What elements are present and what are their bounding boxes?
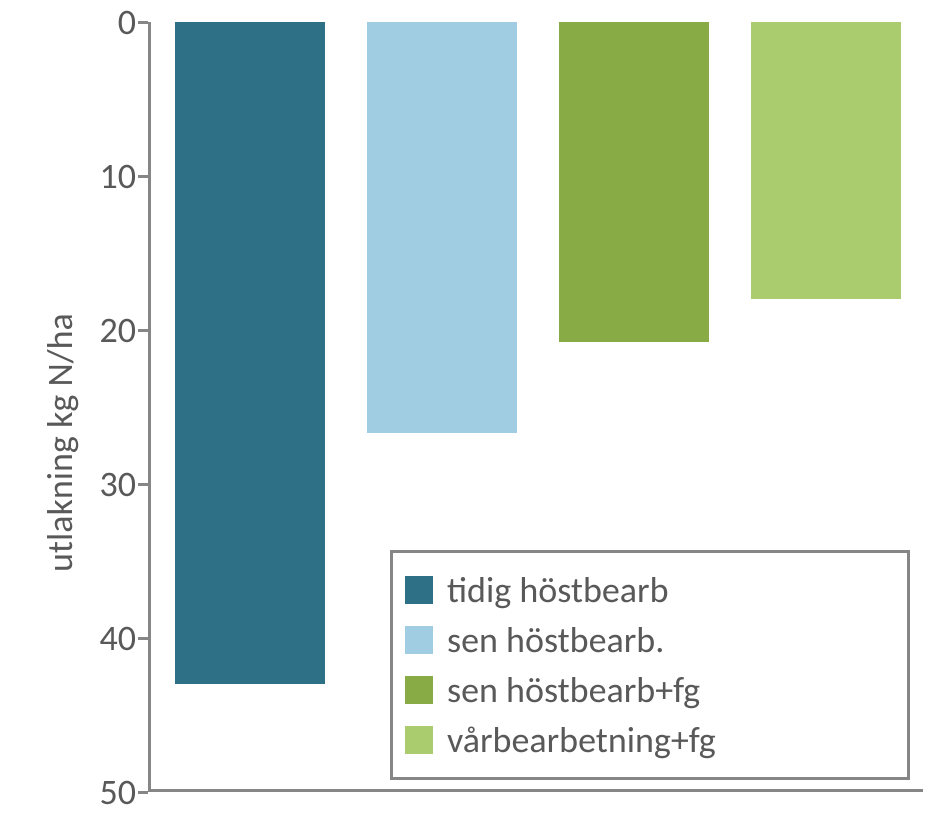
legend: tidig höstbearb sen höstbearb. sen höstbea… — [390, 550, 910, 780]
y-tick-label: 50 — [76, 770, 136, 814]
legend-item: sen höstbearb+fg — [405, 665, 895, 715]
bar-tidig-hostbearb — [175, 22, 325, 684]
legend-label: tidig höstbearb — [447, 568, 668, 612]
y-tick-label: 40 — [76, 616, 136, 660]
y-tick-label: 0 — [76, 0, 136, 44]
y-tick-mark — [138, 175, 148, 178]
bar-varbearbetning-fg — [751, 22, 901, 299]
y-tick-mark — [138, 483, 148, 486]
legend-swatch — [405, 626, 433, 654]
y-tick-mark — [138, 329, 148, 332]
y-tick-label: 30 — [76, 462, 136, 506]
legend-item: vårbearbetning+fg — [405, 715, 895, 765]
legend-label: vårbearbetning+fg — [447, 718, 716, 762]
y-tick-mark — [138, 637, 148, 640]
legend-swatch — [405, 576, 433, 604]
y-axis-title: utlakning kg N/ha — [38, 313, 82, 572]
chart-container: utlakning kg N/ha 0 10 20 30 40 50 tidig höst… — [0, 0, 942, 827]
y-tick-label: 10 — [76, 154, 136, 198]
legend-label: sen höstbearb+fg — [447, 668, 700, 712]
y-tick-label: 20 — [76, 308, 136, 352]
y-tick-mark — [138, 791, 148, 794]
bar-sen-hostbearb-fg — [559, 22, 709, 342]
bar-sen-hostbearb — [367, 22, 517, 433]
legend-swatch — [405, 726, 433, 754]
legend-label: sen höstbearb. — [447, 618, 664, 662]
legend-item: sen höstbearb. — [405, 615, 895, 665]
y-tick-mark — [138, 21, 148, 24]
legend-item: tidig höstbearb — [405, 565, 895, 615]
legend-swatch — [405, 676, 433, 704]
